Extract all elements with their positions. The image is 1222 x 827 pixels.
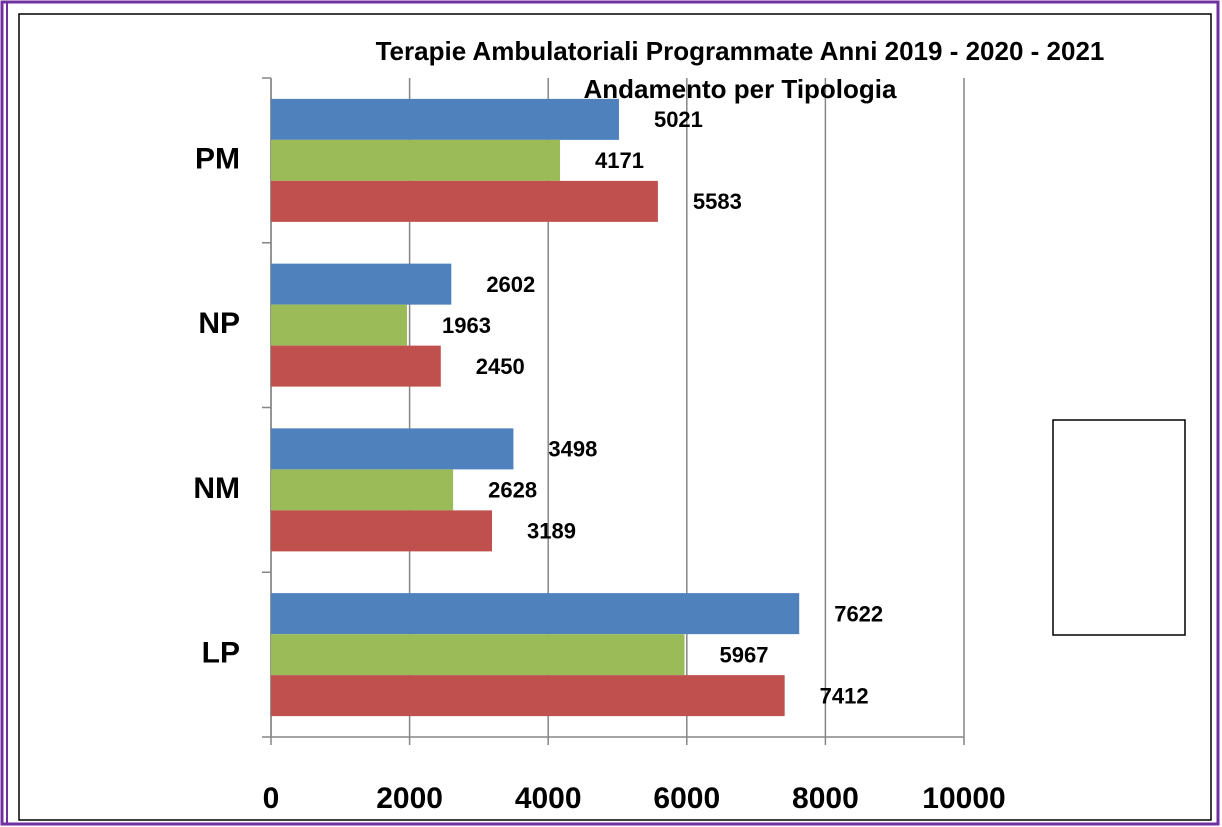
data-label: 7622 — [834, 601, 883, 626]
data-label: 5967 — [720, 642, 769, 667]
data-label: 3498 — [548, 437, 597, 462]
legend — [1052, 419, 1186, 636]
bar — [271, 139, 561, 181]
x-tick-label: 0 — [263, 782, 280, 815]
x-tick-label: 4000 — [515, 782, 582, 815]
bar — [271, 593, 800, 635]
bar — [271, 428, 514, 470]
bar — [271, 675, 785, 717]
data-label: 2628 — [488, 478, 537, 503]
data-label: 1963 — [442, 313, 491, 338]
data-label: 4171 — [595, 148, 644, 173]
bar — [271, 469, 454, 511]
bar — [271, 304, 408, 346]
y-tick-label: LP — [202, 637, 240, 670]
bar — [271, 510, 492, 552]
data-label: 5583 — [693, 189, 742, 214]
y-tick-label: NM — [193, 472, 240, 505]
x-tick-label: 8000 — [792, 782, 859, 815]
bar — [271, 345, 441, 387]
y-tick-label: NP — [198, 307, 240, 340]
bar — [271, 180, 658, 222]
bar — [271, 634, 685, 676]
data-label: 2602 — [486, 272, 535, 297]
chart-subtitle: Andamento per Tipologia — [584, 74, 898, 104]
chart-border — [18, 13, 1212, 821]
x-tick-label: 10000 — [922, 782, 1005, 815]
data-label: 3189 — [527, 519, 576, 544]
x-tick-label: 2000 — [376, 782, 443, 815]
chart-title: Terapie Ambulatoriali Programmate Anni 2… — [376, 36, 1105, 66]
bar — [271, 98, 619, 140]
x-tick-label: 6000 — [653, 782, 720, 815]
y-tick-label: PM — [195, 142, 240, 175]
bar — [271, 263, 452, 305]
data-label: 2450 — [476, 354, 525, 379]
data-label: 5021 — [654, 107, 703, 132]
data-label: 7412 — [820, 683, 869, 708]
